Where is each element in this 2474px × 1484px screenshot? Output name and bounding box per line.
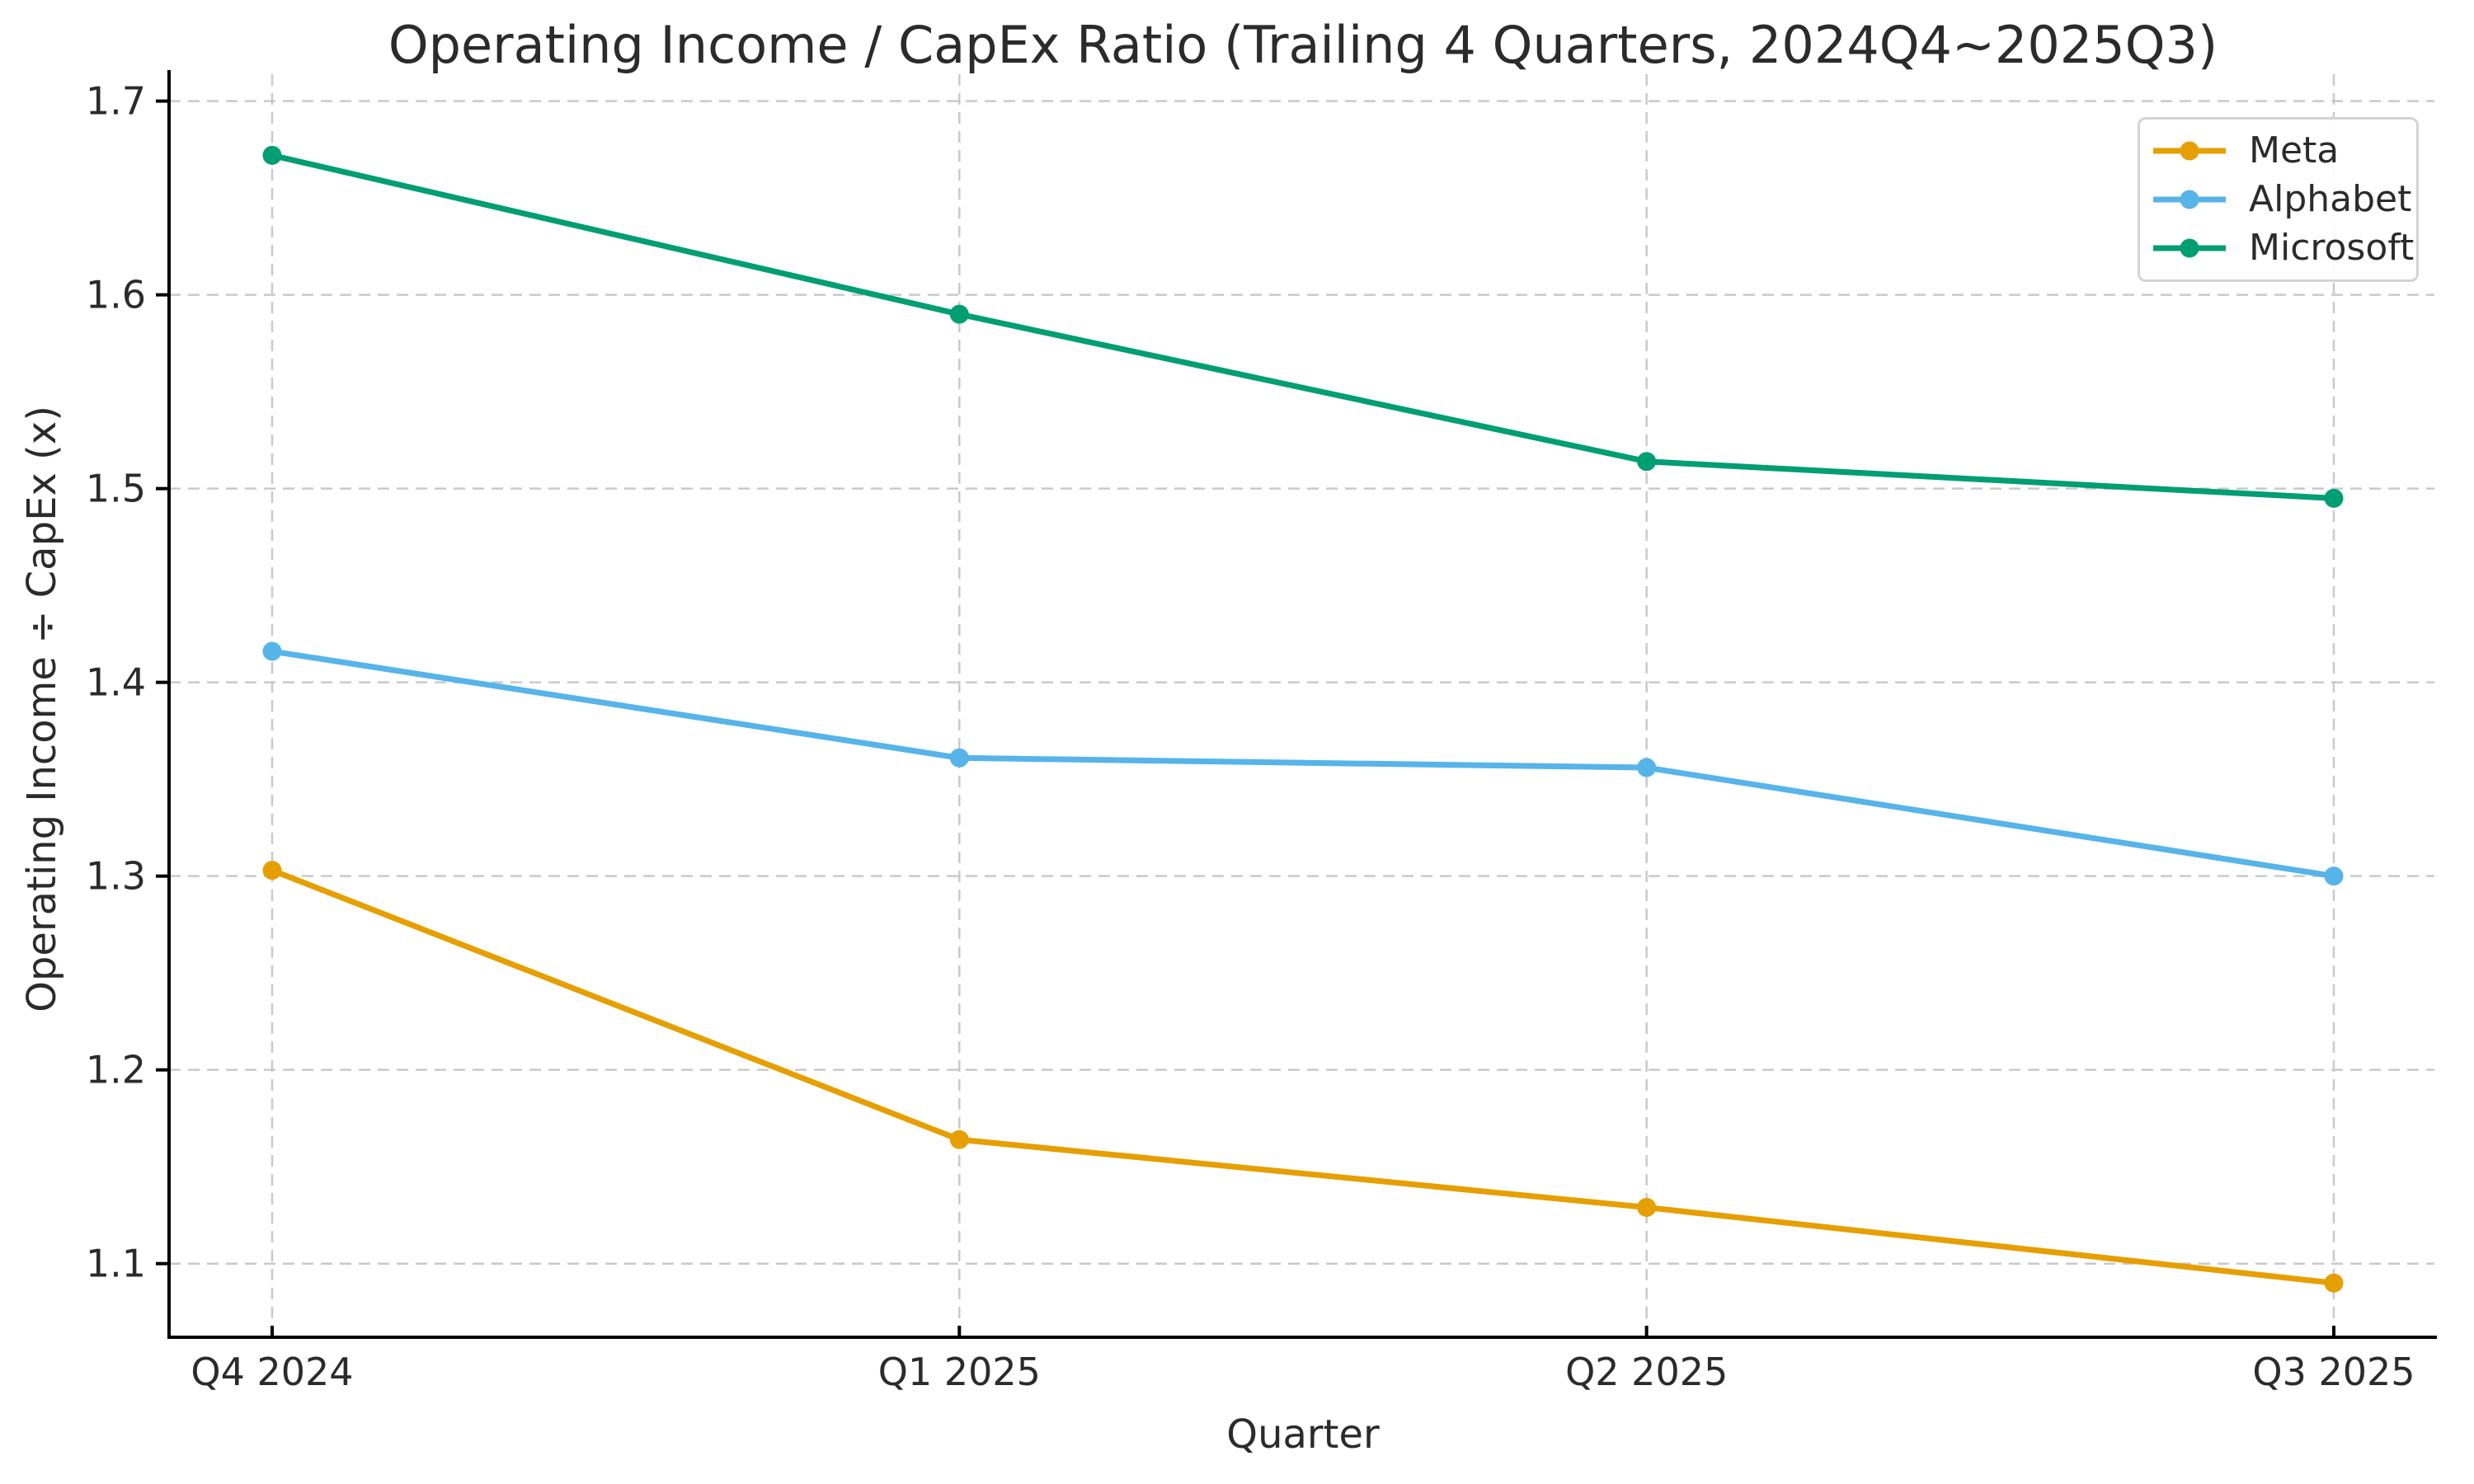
data-point-alphabet [1637,758,1657,777]
data-point-microsoft [2324,488,2344,508]
y-axis-label: Operating Income ÷ CapEx (x) [19,406,65,1012]
data-point-microsoft [949,304,969,324]
y-tick-label: 1.3 [86,854,146,899]
legend-label-alphabet: Alphabet [2249,177,2412,220]
series-line-microsoft [269,152,2337,501]
data-point-meta [1637,1198,1657,1218]
series-line-alphabet [269,648,2337,880]
legend-item-meta: Meta [2152,129,2416,173]
y-tick-label: 1.6 [86,273,146,317]
data-point-alphabet [2324,866,2344,886]
alphabet-line-swatch-icon [2153,190,2226,209]
y-tick-label: 1.4 [86,660,146,705]
data-point-meta [262,861,282,881]
x-axis-label: Quarter [1226,1411,1380,1458]
x-tick-label: Q3 2025 [2252,1350,2415,1394]
legend-label-meta: Meta [2249,129,2340,171]
microsoft-line-swatch-icon [2153,238,2226,258]
y-tick-label: 1.5 [86,467,146,511]
meta-line-swatch-icon [2153,141,2226,161]
legend-item-alphabet: Alphabet [2152,177,2416,222]
data-point-microsoft [1637,452,1657,472]
legend: Meta Alphabet Microsoft [2138,117,2419,282]
data-point-alphabet [262,641,282,661]
x-tick-label: Q4 2024 [190,1350,353,1394]
legend-item-microsoft: Microsoft [2152,226,2416,270]
chart-title: Operating Income / CapEx Ratio (Trailing… [388,15,2218,75]
data-point-meta [2324,1273,2344,1293]
y-tick-label: 1.7 [86,79,146,124]
x-tick-label: Q2 2025 [1565,1350,1728,1394]
data-point-microsoft [262,145,282,165]
y-tick-label: 1.1 [86,1242,146,1286]
data-point-alphabet [949,748,969,768]
legend-label-microsoft: Microsoft [2249,227,2415,270]
x-tick-label: Q1 2025 [878,1350,1041,1394]
data-point-meta [949,1129,969,1149]
series-line-meta [269,867,2337,1286]
y-tick-label: 1.2 [86,1048,146,1092]
